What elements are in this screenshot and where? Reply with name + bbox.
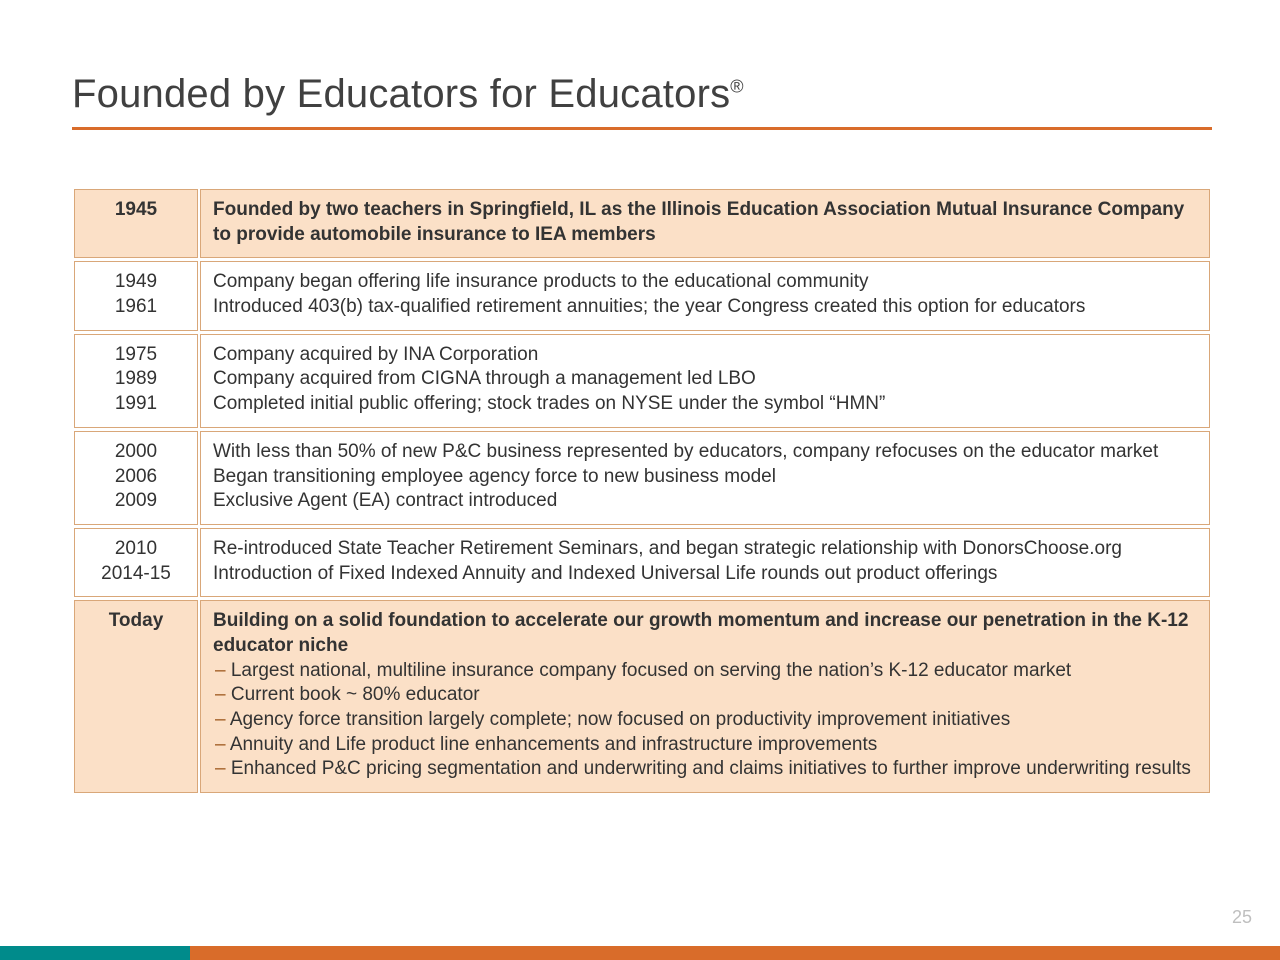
year-label: 1975 xyxy=(81,343,191,368)
table-row: 197519891991Company acquired by INA Corp… xyxy=(74,334,1210,428)
description-line: Company began offering life insurance pr… xyxy=(213,270,1199,295)
description-line: Began transitioning employee agency forc… xyxy=(213,465,1199,490)
description-line: Completed initial public offering; stock… xyxy=(213,392,1199,417)
title-block: Founded by Educators for Educators® xyxy=(72,72,1212,130)
timeline-table: 1945 Founded by two teachers in Springfie… xyxy=(72,186,1212,796)
slide-title: Founded by Educators for Educators® xyxy=(72,72,744,117)
year-label: 1989 xyxy=(81,367,191,392)
year-cell: 1945 xyxy=(74,189,198,258)
description-cell: Company began offering life insurance pr… xyxy=(200,261,1210,330)
year-label: 1945 xyxy=(81,198,191,223)
year-label: 2000 xyxy=(81,440,191,465)
year-label: 1991 xyxy=(81,392,191,417)
title-underline xyxy=(72,127,1212,130)
year-cell: 20102014-15 xyxy=(74,528,198,597)
description-cell: Re-introduced State Teacher Retirement S… xyxy=(200,528,1210,597)
description-line: Company acquired by INA Corporation xyxy=(213,343,1199,368)
bullet-text: Agency force transition largely complete… xyxy=(230,709,1010,730)
description-bullet: – Enhanced P&C pricing segmentation and … xyxy=(213,757,1199,782)
description-line: Introduced 403(b) tax-qualified retireme… xyxy=(213,295,1199,320)
dash-icon: – xyxy=(215,660,231,681)
bullet-text: Current book ~ 80% educator xyxy=(231,684,480,705)
description-cell: Company acquired by INA CorporationCompa… xyxy=(200,334,1210,428)
year-label: 2014-15 xyxy=(81,562,191,587)
description-bullet: – Current book ~ 80% educator xyxy=(213,683,1199,708)
description-line: Exclusive Agent (EA) contract introduced xyxy=(213,489,1199,514)
description-bullet: – Annuity and Life product line enhancem… xyxy=(213,733,1199,758)
description-line: With less than 50% of new P&C business r… xyxy=(213,440,1199,465)
footer-teal-segment xyxy=(0,946,190,960)
year-label: 2010 xyxy=(81,537,191,562)
year-label: 1961 xyxy=(81,295,191,320)
description-line: Company acquired from CIGNA through a ma… xyxy=(213,367,1199,392)
description-bullet: – Largest national, multiline insurance … xyxy=(213,659,1199,684)
bullet-text: Annuity and Life product line enhancemen… xyxy=(230,734,877,755)
year-label: 2009 xyxy=(81,489,191,514)
table-row: 19491961 Company began offering life insu… xyxy=(74,261,1210,330)
dash-icon: – xyxy=(215,709,230,730)
year-label: Today xyxy=(81,609,191,634)
year-cell: 197519891991 xyxy=(74,334,198,428)
dash-icon: – xyxy=(215,758,231,779)
table-row: Today Building on a solid foundation to a… xyxy=(74,600,1210,793)
description-line: Introduction of Fixed Indexed Annuity an… xyxy=(213,562,1199,587)
table-row: 20102014-15 Re-introduced State Teacher R… xyxy=(74,528,1210,597)
description-lead: Building on a solid foundation to accele… xyxy=(213,609,1199,658)
description-cell: Founded by two teachers in Springfield, … xyxy=(200,189,1210,258)
year-cell: Today xyxy=(74,600,198,793)
title-superscript: ® xyxy=(730,77,743,97)
dash-icon: – xyxy=(215,684,231,705)
year-label: 1949 xyxy=(81,270,191,295)
footer-bar xyxy=(0,946,1280,960)
title-text: Founded by Educators for Educators xyxy=(72,72,730,116)
description-cell: With less than 50% of new P&C business r… xyxy=(200,431,1210,525)
description-cell: Building on a solid foundation to accele… xyxy=(200,600,1210,793)
year-cell: 200020062009 xyxy=(74,431,198,525)
dash-icon: – xyxy=(215,734,230,755)
slide: Founded by Educators for Educators® 1945… xyxy=(0,0,1280,960)
year-cell: 19491961 xyxy=(74,261,198,330)
table-row: 1945 Founded by two teachers in Springfie… xyxy=(74,189,1210,258)
description-line: Founded by two teachers in Springfield, … xyxy=(213,198,1199,247)
description-line: Re-introduced State Teacher Retirement S… xyxy=(213,537,1199,562)
bullet-text: Largest national, multiline insurance co… xyxy=(231,660,1071,681)
timeline-body: 1945 Founded by two teachers in Springfie… xyxy=(74,189,1210,793)
table-row: 200020062009 With less than 50% of new P&… xyxy=(74,431,1210,525)
bullet-text: Enhanced P&C pricing segmentation and un… xyxy=(231,758,1191,779)
description-bullet: – Agency force transition largely comple… xyxy=(213,708,1199,733)
year-label: 2006 xyxy=(81,465,191,490)
page-number: 25 xyxy=(1232,907,1252,928)
footer-orange-segment xyxy=(190,946,1280,960)
